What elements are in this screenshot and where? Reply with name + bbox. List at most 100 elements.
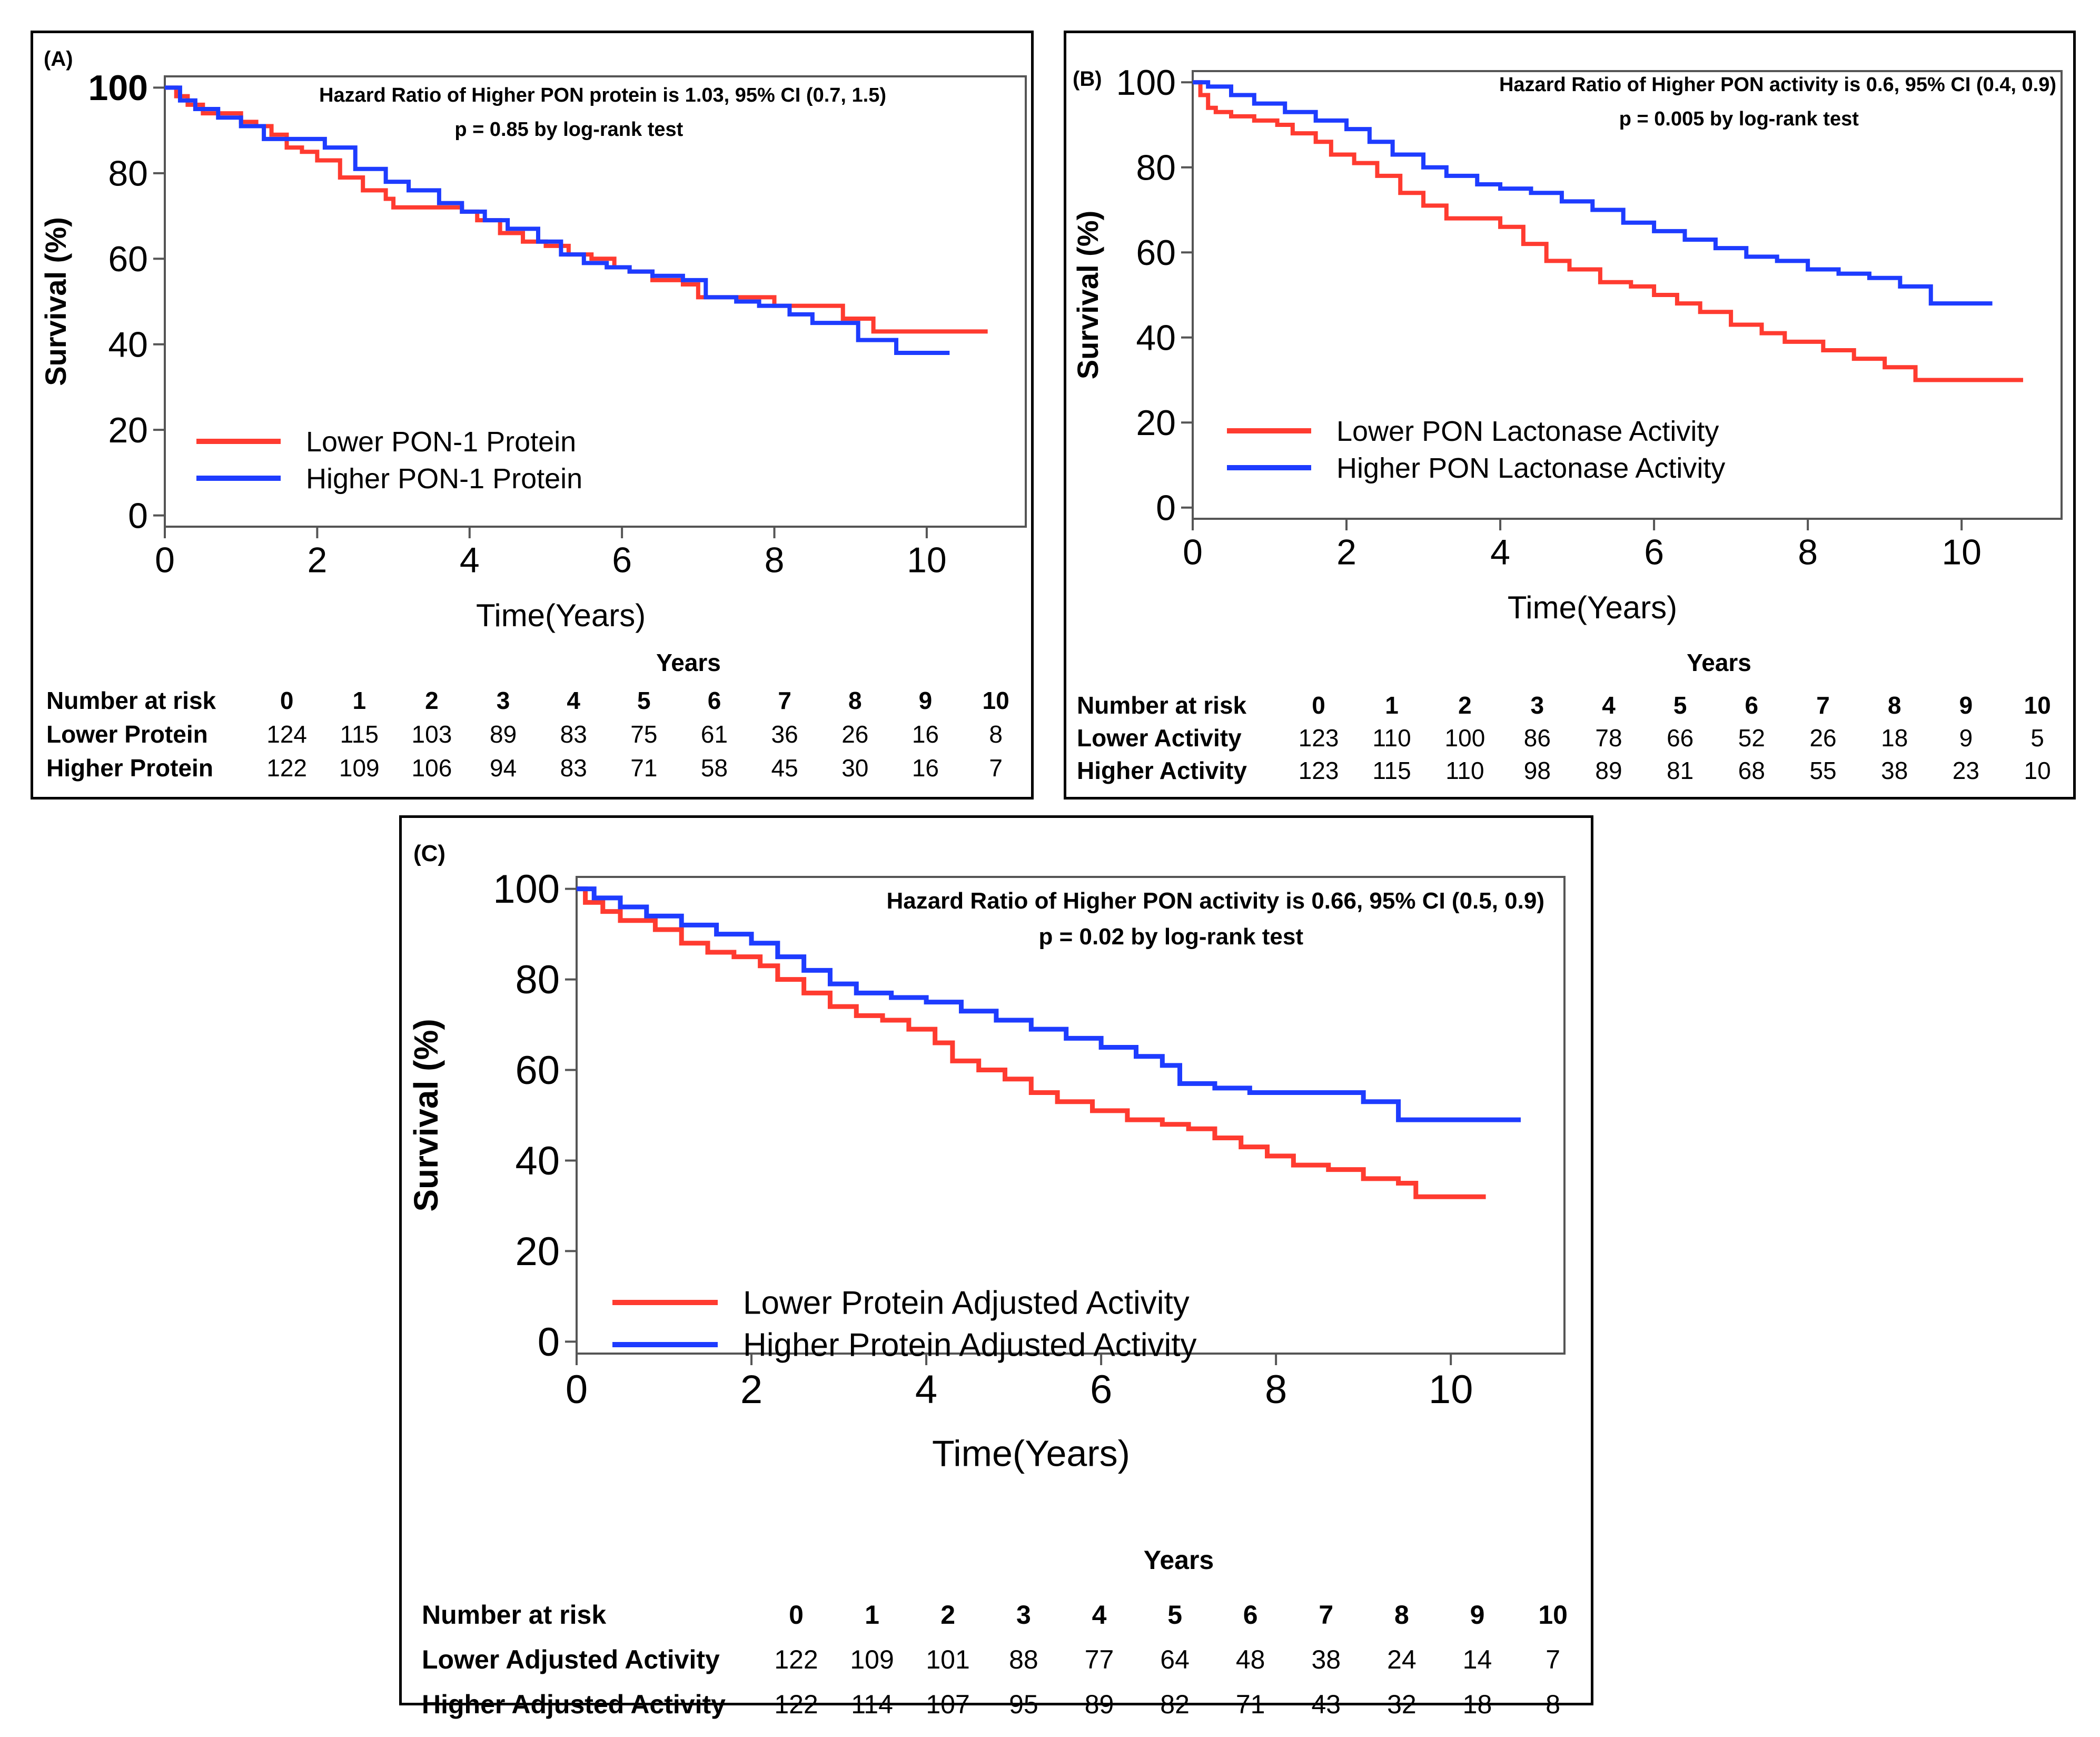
number-at-risk-table: Number at risk 0 1 2 3 4 5 6 7 8 9 10 Lower Activity… [1077,689,2073,787]
y-tick-label: 80 [1136,148,1176,188]
risk-table-row: Lower Protein 124 115 103 89 83 75 61 36 26 16 8 [46,717,1031,751]
risk-table-count: 26 [1809,724,1837,752]
risk-table-count: 115 [340,721,379,748]
hazard-ratio-text: Hazard Ratio of Higher PON activity is 0… [1499,74,2056,96]
x-tick-label: 4 [915,1367,937,1412]
risk-table-row: Lower Adjusted Activity 122 109 101 88 77 64 48… [422,1637,1591,1682]
y-tick-label: 60 [515,1048,560,1093]
risk-table-count: 94 [489,754,517,782]
risk-table-year: 5 [1673,692,1687,719]
y-tick-label: 60 [108,239,148,279]
x-tick-label: 6 [1644,532,1664,573]
x-tick-label: 2 [307,540,327,580]
risk-table-year: 4 [1092,1600,1107,1630]
risk-table-count: 122 [774,1644,818,1674]
risk-table-count: 122 [266,754,307,782]
risk-table-year: 0 [1312,692,1325,719]
risk-table-count: 23 [1952,757,1979,784]
risk-table-count: 8 [989,721,1003,748]
y-tick-label: 20 [515,1229,560,1274]
risk-table-header-label: Number at risk [46,687,216,714]
risk-table-count: 24 [1387,1644,1416,1674]
x-axis-label: Time(Years) [932,1433,1130,1474]
x-tick-label: 4 [460,540,480,580]
y-axis-label: Survival (%) [39,217,72,386]
risk-table-count: 61 [700,721,728,748]
risk-table-count: 109 [850,1644,894,1674]
risk-table-count: 89 [1595,757,1622,784]
risk-table-count: 101 [926,1644,970,1674]
y-tick-label: 100 [88,68,148,108]
risk-table-count: 8 [1546,1689,1561,1719]
legend-higher: Higher Protein Adjusted Activity [612,1327,1197,1364]
risk-table-year: 3 [1530,692,1544,719]
risk-table-count: 38 [1881,757,1908,784]
risk-table-count: 32 [1387,1689,1416,1719]
risk-table-count: 110 [1372,724,1411,752]
risk-table-header-row: Number at risk 0 1 2 3 4 5 6 7 8 9 10 [46,684,1031,717]
x-tick-label: 2 [1336,532,1356,573]
risk-table-row-label: Higher Activity [1077,757,1247,784]
risk-table-count: 106 [411,754,452,782]
plot-frame [576,876,1566,1355]
x-tick-label: 10 [907,540,947,580]
legend-label: Higher PON Lactonase Activity [1336,452,1725,484]
risk-table-years-title: Years [1687,649,1751,676]
risk-table-count: 71 [630,754,658,782]
risk-table-count: 52 [1738,724,1765,752]
risk-table-count: 71 [1235,1689,1265,1719]
risk-table-row-label: Higher Protein [46,754,213,782]
panel-b: (B) 0 20 40 60 80 100 0 2 4 6 8 10 Time(Years) Surviva… [1064,31,2076,800]
risk-table-count: 75 [630,721,658,748]
risk-table-count: 123 [1298,724,1339,752]
panel-label: (A) [44,47,73,71]
risk-table-row-label: Higher Adjusted Activity [422,1689,726,1719]
risk-table-row-label: Lower Adjusted Activity [422,1644,720,1674]
x-tick-label: 0 [566,1367,588,1412]
p-value-text: p = 0.85 by log-rank test [454,119,683,141]
risk-table-count: 45 [771,754,798,782]
risk-table-count: 55 [1809,757,1837,784]
hazard-ratio-text: Hazard Ratio of Higher PON activity is 0… [886,888,1544,914]
y-tick-label: 100 [493,867,560,912]
legend-label: Higher PON-1 Protein [306,463,582,495]
risk-table-year: 9 [1959,692,1973,719]
risk-table-count: 124 [266,721,307,748]
number-at-risk-table: Number at risk 0 1 2 3 4 5 6 7 8 9 10 Lower Protein 1… [46,684,1031,785]
survival-chart: (C) 0 20 40 60 80 100 0 2 4 6 8 10 Time(Years) Surviva… [407,841,1566,1474]
risk-table-year: 3 [496,687,510,714]
risk-table-count: 43 [1311,1689,1341,1719]
higher-survival-step-line [1193,80,1993,306]
risk-table-count: 114 [851,1689,893,1719]
plot-frame [164,75,1027,528]
risk-table-count: 5 [2030,724,2044,752]
risk-table-count: 100 [1444,724,1485,752]
risk-table-count: 123 [1298,757,1339,784]
x-tick-label: 8 [765,540,785,580]
x-tick-label: 2 [740,1367,762,1412]
x-tick-label: 0 [1183,532,1203,573]
risk-table-header-label: Number at risk [422,1600,607,1630]
x-tick-label: 10 [1429,1367,1473,1412]
risk-table-count: 18 [1881,724,1908,752]
risk-table-year: 6 [1243,1600,1258,1630]
risk-table-count: 7 [989,754,1003,782]
risk-table-year: 0 [789,1600,804,1630]
risk-table-count: 110 [1445,757,1484,784]
risk-table-count: 89 [1084,1689,1114,1719]
risk-table-year: 10 [1538,1600,1568,1630]
risk-table-count: 82 [1160,1689,1190,1719]
risk-table-count: 109 [339,754,380,782]
risk-table-count: 83 [560,754,587,782]
risk-table-year: 10 [982,687,1009,714]
risk-table-year: 7 [1319,1600,1334,1630]
risk-table-year: 5 [637,687,651,714]
risk-table-count: 16 [912,754,939,782]
higher-survival-step-line [577,886,1521,1122]
y-axis-label: Survival (%) [1071,211,1104,380]
risk-table-year: 3 [1016,1600,1031,1630]
risk-table-count: 18 [1462,1689,1492,1719]
risk-table-header-label: Number at risk [1077,692,1247,719]
legend-lower: Lower Protein Adjusted Activity [612,1285,1190,1321]
x-tick-label: 8 [1798,532,1818,573]
